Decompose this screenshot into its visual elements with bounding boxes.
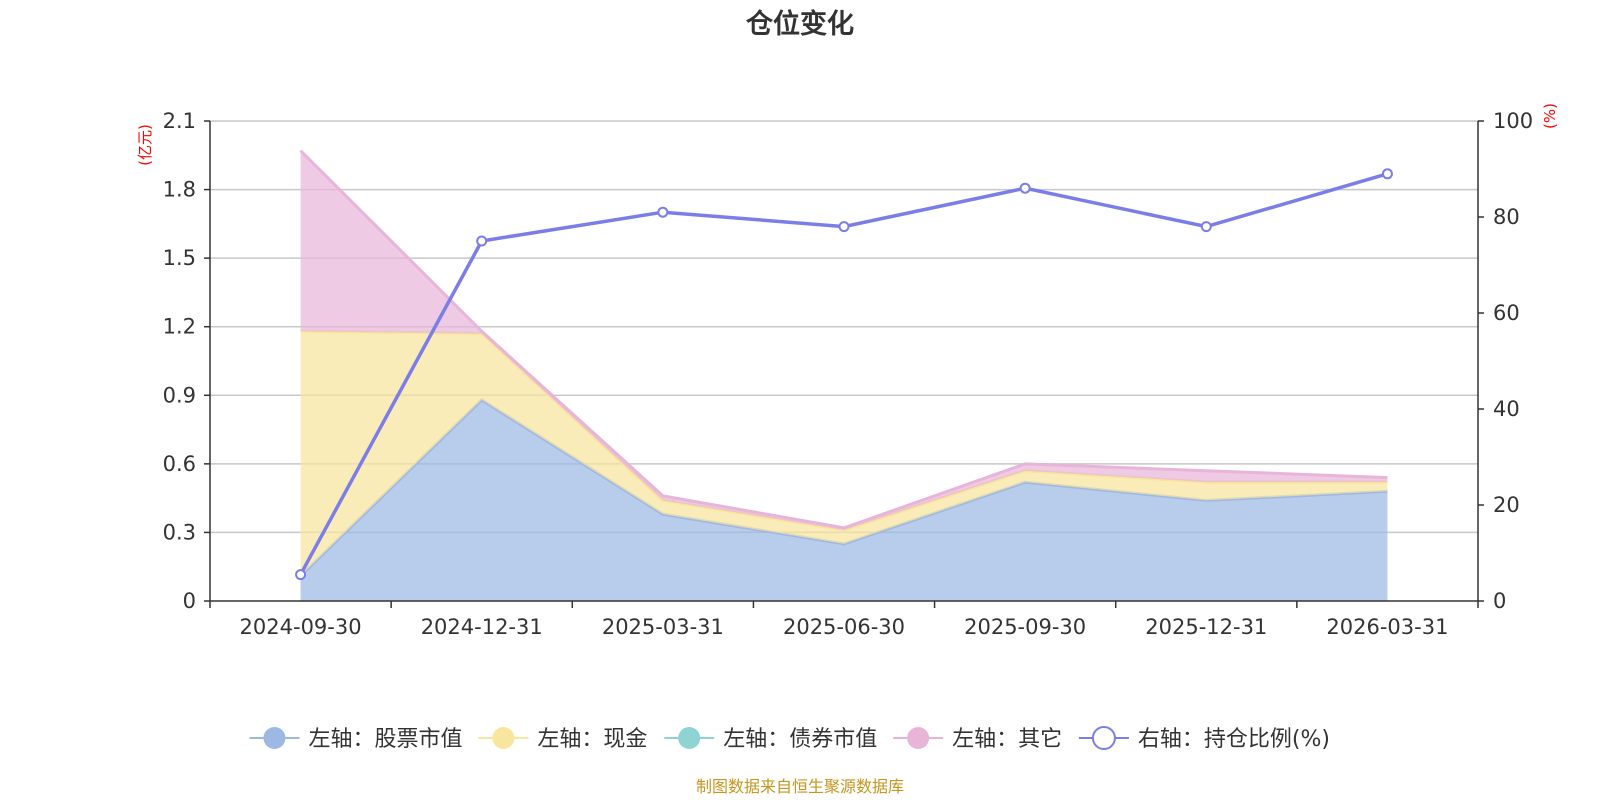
left-tick-label: 1.5 (163, 246, 196, 270)
right-tick-label: 20 (1493, 493, 1520, 517)
legend-item: 左轴：股票市值 (249, 727, 462, 752)
legend-marker (907, 727, 930, 749)
x-tick-label: 2024-12-31 (421, 615, 543, 639)
legend: 左轴：股票市值 左轴：现金 左轴：债券市值 左轴：其它 右轴：持仓比例(%) (249, 726, 1330, 752)
left-tick-label: 0.9 (163, 383, 196, 407)
right-axis-unit-label: (%) (1541, 103, 1559, 129)
right-tick-label: 40 (1493, 397, 1520, 421)
legend-marker (1091, 726, 1116, 750)
axes: 0 0.3 0.6 0.9 1.2 1.5 1.8 2.1 0 20 40 60 80 100 2024-0… (163, 109, 1534, 639)
x-tick-label: 2026-03-31 (1326, 615, 1448, 639)
left-tick-label: 0.3 (163, 520, 196, 544)
legend-item: 左轴：债券市值 (664, 727, 877, 752)
chart-title: 仓位变化 (745, 8, 854, 40)
right-tick-label: 100 (1493, 109, 1533, 133)
left-axis-unit-label: (亿元) (136, 124, 154, 166)
area-左轴：股票市值 (300, 399, 1388, 601)
x-tick-label: 2025-03-31 (602, 615, 724, 639)
right-tick-label: 0 (1493, 589, 1506, 613)
legend-label: 右轴：持仓比例(%) (1138, 727, 1330, 752)
stacked-areas (299, 149, 1388, 601)
legend-label: 左轴：债券市值 (723, 727, 877, 752)
legend-marker (263, 727, 286, 749)
line-point (1019, 182, 1031, 194)
legend-item: 左轴：现金 (478, 727, 647, 752)
line-point (657, 206, 669, 218)
line-point (1200, 221, 1212, 233)
right-tick-label: 60 (1493, 301, 1520, 325)
left-tick-label: 1.8 (163, 178, 196, 202)
area-左轴：现金 (300, 331, 1388, 576)
legend-marker (492, 727, 515, 749)
series-lines (295, 168, 1393, 581)
left-tick-label: 1.2 (163, 315, 196, 339)
source-note: 制图数据来自恒生聚源数据库 (696, 777, 904, 796)
left-tick-label: 2.1 (163, 109, 196, 133)
left-tick-label: 0.6 (163, 452, 196, 476)
legend-label: 左轴：现金 (537, 727, 647, 752)
x-tick-label: 2024-09-30 (240, 615, 362, 639)
right-tick-label: 80 (1493, 205, 1520, 229)
line-point (476, 235, 488, 247)
x-tick-label: 2025-12-31 (1145, 615, 1267, 639)
left-tick-label: 0 (183, 589, 196, 613)
legend-label: 左轴：其它 (952, 727, 1062, 752)
line-point (838, 221, 850, 233)
line-point (295, 569, 307, 581)
legend-item: 左轴：其它 (893, 727, 1062, 752)
legend-item: 右轴：持仓比例(%) (1078, 726, 1330, 752)
x-tick-label: 2025-09-30 (964, 615, 1086, 639)
x-tick-label: 2025-06-30 (783, 615, 905, 639)
area-edge-左轴：其它 (299, 149, 1388, 530)
line-point (1381, 168, 1393, 180)
legend-marker (678, 727, 701, 749)
legend-label: 左轴：股票市值 (308, 727, 462, 752)
